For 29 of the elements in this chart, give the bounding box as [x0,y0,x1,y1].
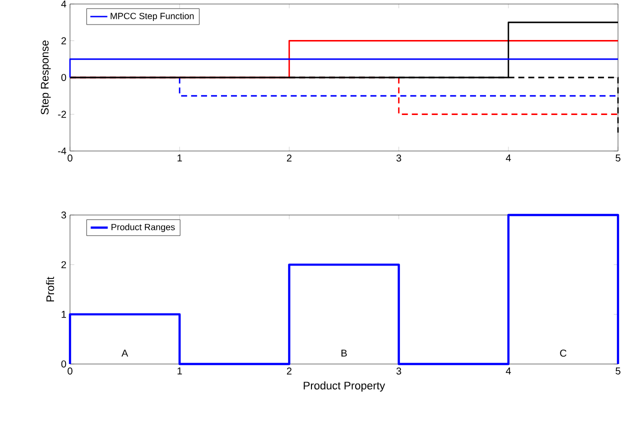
annotation: B [341,350,347,357]
annotation: C [560,350,566,357]
x-tick-label: 5 [616,368,620,374]
x-tick-label: 4 [506,154,511,162]
x-tick-label: 2 [286,368,292,374]
x-tick-label: 0 [68,368,72,375]
x-tick-label: 4 [506,368,511,374]
x-tick-label: 2 [286,154,292,162]
x-tick-label: 3 [396,154,402,162]
y-tick-label: 2 [61,261,66,268]
y-axis-title: Step Response [40,40,51,114]
y-tick-label: 3 [61,211,66,219]
y-tick-label: 0 [61,360,66,368]
y-tick-label: -4 [58,148,66,154]
x-tick-label: 1 [178,154,182,162]
legend-label: MPCC Step Function [110,12,194,21]
y-tick-label: 1 [62,310,66,318]
x-tick-label: 5 [616,154,620,162]
x-tick-label: 0 [68,154,72,162]
y-tick-label: 0 [61,74,66,82]
y-tick-label: -2 [58,110,66,118]
y-tick-label: 4 [61,0,66,8]
y-tick-label: 2 [61,37,66,44]
x-tick-label: 1 [178,368,182,374]
legend-label: Product Ranges [112,224,175,232]
x-axis-title: Product Property [304,381,386,392]
x-tick-label: 3 [396,368,402,375]
annotation: A [122,350,128,357]
y-axis-title: Profit [46,276,54,302]
